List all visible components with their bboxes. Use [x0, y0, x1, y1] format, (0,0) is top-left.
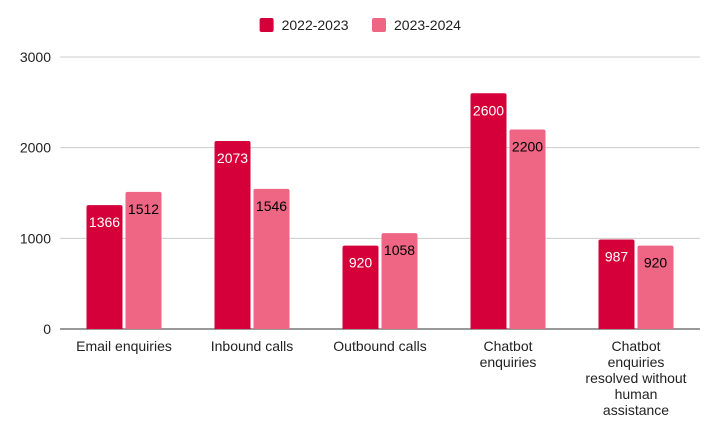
x-category-label: Chatbot	[483, 338, 532, 354]
data-label: 920	[644, 255, 668, 271]
bar	[342, 245, 379, 329]
x-category-label: resolved without	[585, 370, 686, 386]
y-tick-label: 2000	[20, 140, 51, 156]
data-label: 1546	[256, 198, 287, 214]
x-category-label: Email enquiries	[76, 338, 172, 354]
gridlines	[60, 56, 700, 330]
bars	[86, 93, 674, 330]
bar	[86, 205, 123, 329]
bar	[598, 239, 635, 329]
data-labels: 1366 1512 2073 1546 920 1058 2600 2200 987 920	[89, 102, 667, 270]
legend-label: 2022-2023	[282, 17, 349, 33]
data-label: 2200	[512, 139, 543, 155]
x-category-label: assistance	[603, 402, 669, 418]
x-category-label: human	[615, 386, 658, 402]
x-category-label: enquiries	[480, 354, 537, 370]
legend: 2022-2023 2023-2024	[259, 17, 461, 33]
legend-label: 2023-2024	[394, 17, 461, 33]
y-tick-label: 0	[43, 321, 51, 337]
x-category-label: Outbound calls	[333, 338, 426, 354]
legend-swatch	[372, 18, 386, 32]
bar	[509, 129, 546, 329]
x-axis-categories: Email enquiries Inbound calls Outbound cal…	[76, 338, 687, 418]
bar	[470, 93, 507, 330]
data-label: 2600	[473, 102, 504, 118]
x-category-label: Chatbot	[611, 338, 660, 354]
bar	[125, 191, 162, 329]
bar	[253, 188, 290, 329]
y-tick-label: 1000	[20, 230, 51, 246]
bar	[214, 141, 251, 329]
y-axis-ticks: 0 1000 2000 3000	[20, 49, 51, 337]
x-category-label: enquiries	[608, 354, 665, 370]
bar	[381, 233, 418, 329]
data-label: 987	[605, 249, 629, 265]
data-label: 1512	[128, 201, 159, 217]
legend-swatch	[259, 18, 274, 32]
y-tick-label: 3000	[20, 49, 51, 65]
data-label: 920	[349, 255, 373, 271]
data-label: 1366	[89, 214, 120, 230]
x-category-label: Inbound calls	[211, 338, 294, 354]
bar	[637, 245, 674, 329]
data-label: 2073	[217, 150, 248, 166]
data-label: 1058	[384, 242, 415, 258]
